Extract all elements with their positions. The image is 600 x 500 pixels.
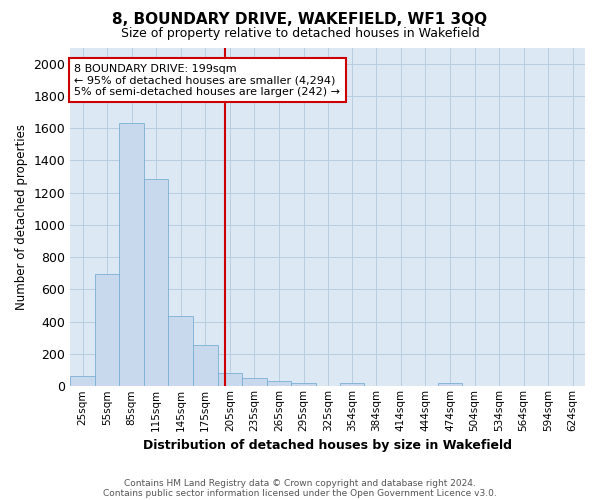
Text: Contains HM Land Registry data © Crown copyright and database right 2024.: Contains HM Land Registry data © Crown c… [124,478,476,488]
Bar [340,383,364,386]
Bar [218,372,242,386]
Text: Contains public sector information licensed under the Open Government Licence v3: Contains public sector information licen… [103,488,497,498]
Bar [266,382,291,386]
Text: Size of property relative to detached houses in Wakefield: Size of property relative to detached ho… [121,28,479,40]
Text: 8 BOUNDARY DRIVE: 199sqm
← 95% of detached houses are smaller (4,294)
5% of semi: 8 BOUNDARY DRIVE: 199sqm ← 95% of detach… [74,64,340,97]
Bar [291,383,316,386]
Text: 8, BOUNDARY DRIVE, WAKEFIELD, WF1 3QQ: 8, BOUNDARY DRIVE, WAKEFIELD, WF1 3QQ [112,12,488,28]
Bar [438,383,462,386]
Bar [70,376,95,386]
Bar [193,345,218,387]
X-axis label: Distribution of detached houses by size in Wakefield: Distribution of detached houses by size … [143,440,512,452]
Bar [95,274,119,386]
Bar [119,122,144,386]
Bar [144,179,169,386]
Y-axis label: Number of detached properties: Number of detached properties [15,124,28,310]
Bar [169,316,193,386]
Bar [242,378,266,386]
